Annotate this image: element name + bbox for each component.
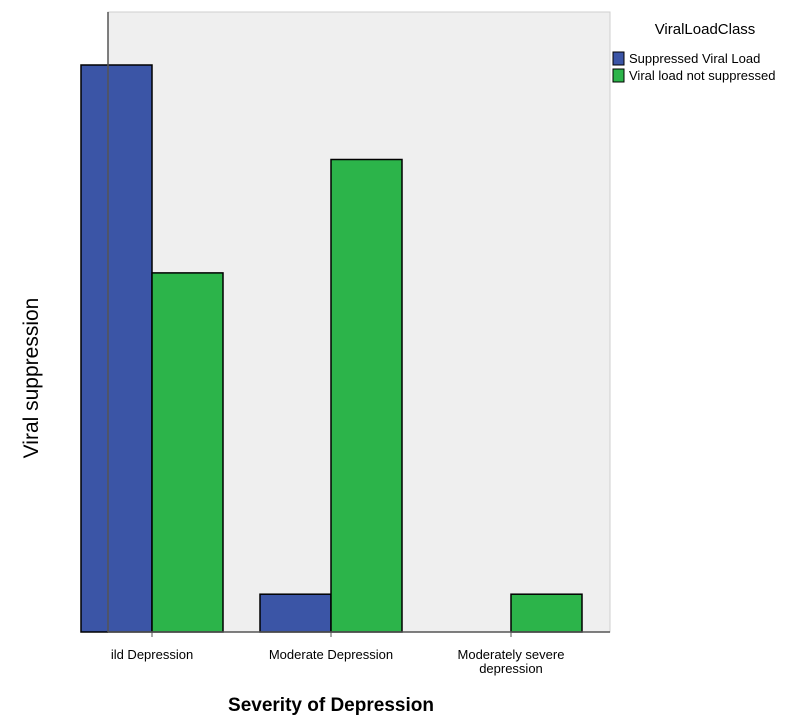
legend-swatch-0 bbox=[612, 51, 625, 66]
x-tick-label-0: ild Depression bbox=[111, 647, 193, 662]
bar-suppressed-1 bbox=[259, 593, 332, 633]
bar-suppressed-0 bbox=[80, 64, 153, 633]
bar-group bbox=[80, 64, 583, 633]
bar-not-suppressed-0 bbox=[151, 272, 224, 633]
x-tick-labels: ild Depression Moderate Depression Moderat… bbox=[111, 632, 565, 676]
legend-items: Suppressed Viral Load Viral load not supp… bbox=[612, 51, 775, 83]
legend-label-1: Viral load not suppressed bbox=[629, 68, 775, 83]
x-tick-label-1: Moderate Depression bbox=[269, 647, 393, 662]
legend-title: ViralLoadClass bbox=[655, 21, 756, 38]
y-axis-label: Viral suppression bbox=[20, 298, 43, 459]
x-axis-label: Severity of Depression bbox=[228, 695, 434, 716]
x-tick-label-2: Moderately severe depression bbox=[458, 647, 565, 676]
bar-not-suppressed-1 bbox=[330, 158, 403, 633]
legend-label-0: Suppressed Viral Load bbox=[629, 51, 760, 66]
bar-not-suppressed-2 bbox=[510, 593, 583, 633]
legend: ViralLoadClass Suppressed Viral Load Vira… bbox=[612, 21, 775, 83]
legend-swatch-1 bbox=[612, 68, 625, 83]
